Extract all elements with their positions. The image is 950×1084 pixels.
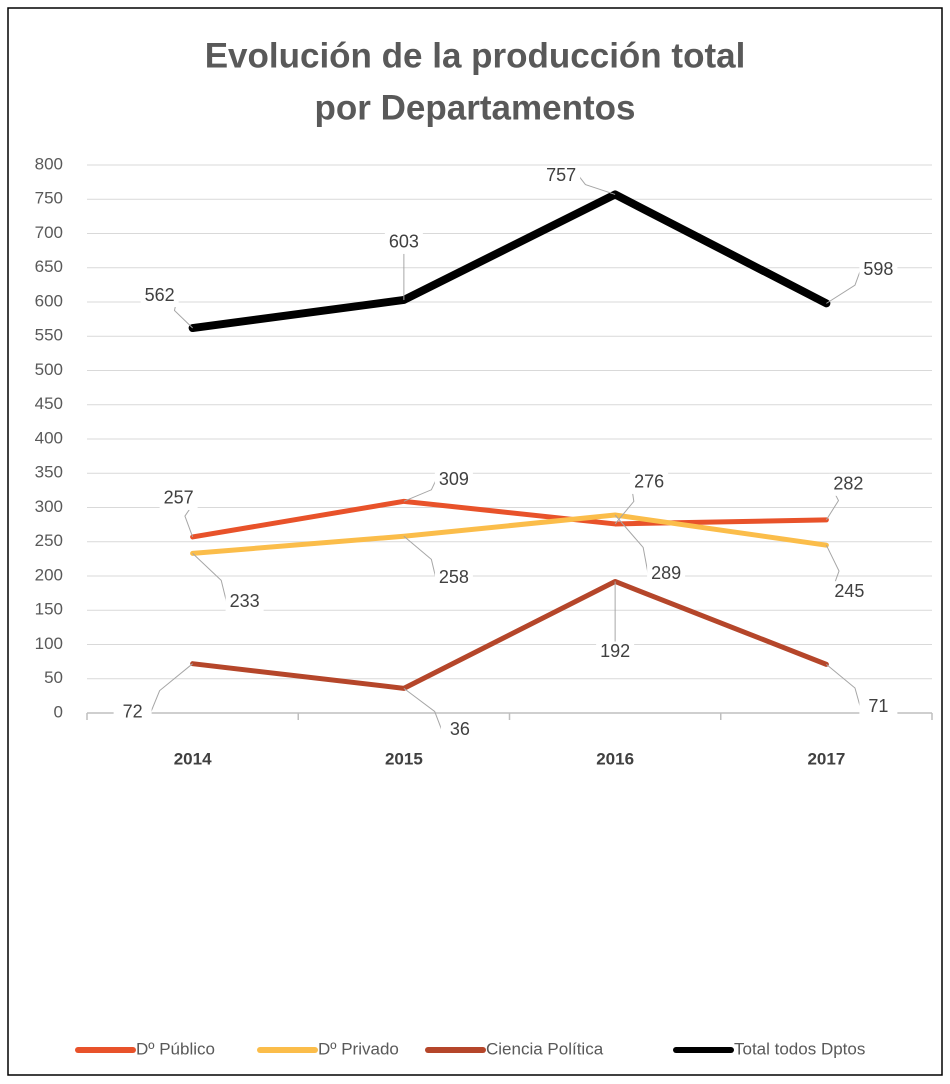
leader-line [614,514,649,575]
y-tick-label: 300 [35,497,63,516]
x-tick-label: 2014 [174,749,212,768]
x-tick-label: 2017 [807,749,845,768]
data-label: 36 [450,719,470,739]
data-label-bg [225,591,264,614]
data-label: 276 [634,472,664,492]
data-label-bg [434,469,473,492]
y-tick-label: 800 [35,154,63,173]
legend-label: Total todos Dptos [734,1039,865,1058]
data-label-bg [647,563,686,586]
data-label-bg [140,285,179,308]
data-label-bg [159,487,198,510]
leader-line [403,535,437,579]
y-tick-label: 600 [35,291,63,310]
chart-title: Evolución de la producción total [205,36,746,75]
data-label-bg [859,259,898,282]
leader-line [403,480,437,502]
y-tick-label: 500 [35,360,63,379]
y-tick-label: 200 [35,565,63,584]
data-label: 282 [833,474,863,494]
leader-line [403,687,443,731]
data-label-bg [384,231,423,254]
data-label: 598 [863,259,893,279]
y-tick-label: 650 [35,257,63,276]
data-label-bg [830,581,869,604]
data-label: 258 [439,567,469,587]
data-label: 72 [123,701,143,721]
data-label-bg [440,719,479,742]
y-tick-label: 550 [35,326,63,345]
y-tick-label: 50 [44,668,63,687]
y-tick-label: 100 [35,634,63,653]
data-label-bg [859,696,898,719]
y-tick-label: 400 [35,428,63,447]
data-label-bg [434,567,473,590]
y-tick-label: 0 [54,702,63,721]
leader-line [826,270,861,304]
y-tick-label: 150 [35,600,63,619]
y-tick-label: 350 [35,463,63,482]
data-label: 245 [834,581,864,601]
y-tick-label: 750 [35,189,63,208]
data-label: 257 [164,488,194,508]
data-label: 562 [145,285,175,305]
leader-line [826,663,861,708]
chart-title: por Departamentos [315,88,636,127]
leader-line [192,553,228,603]
series-line [190,498,829,540]
data-label-bg [829,473,868,496]
legend-label: Ciencia Política [486,1039,604,1058]
data-label: 192 [600,641,630,661]
data-label: 309 [439,469,469,489]
y-tick-label: 450 [35,394,63,413]
series-line [190,512,829,556]
leader-line [150,663,193,713]
data-label: 757 [546,165,576,185]
y-tick-label: 700 [35,223,63,242]
series-line [188,190,831,333]
data-label-bg [596,641,635,664]
data-label: 603 [389,232,419,252]
data-label-bg [630,471,669,494]
legend-label: Dº Privado [318,1039,399,1058]
x-tick-label: 2016 [596,749,634,768]
legend-label: Dº Público [136,1039,215,1058]
series-line [190,578,829,691]
data-label: 71 [868,696,888,716]
y-tick-label: 250 [35,531,63,550]
x-tick-label: 2015 [385,749,423,768]
data-label-bg [542,165,581,188]
data-label-bg [113,701,152,724]
leader-line [578,176,616,195]
data-label: 289 [651,563,681,583]
data-label: 233 [230,591,260,611]
